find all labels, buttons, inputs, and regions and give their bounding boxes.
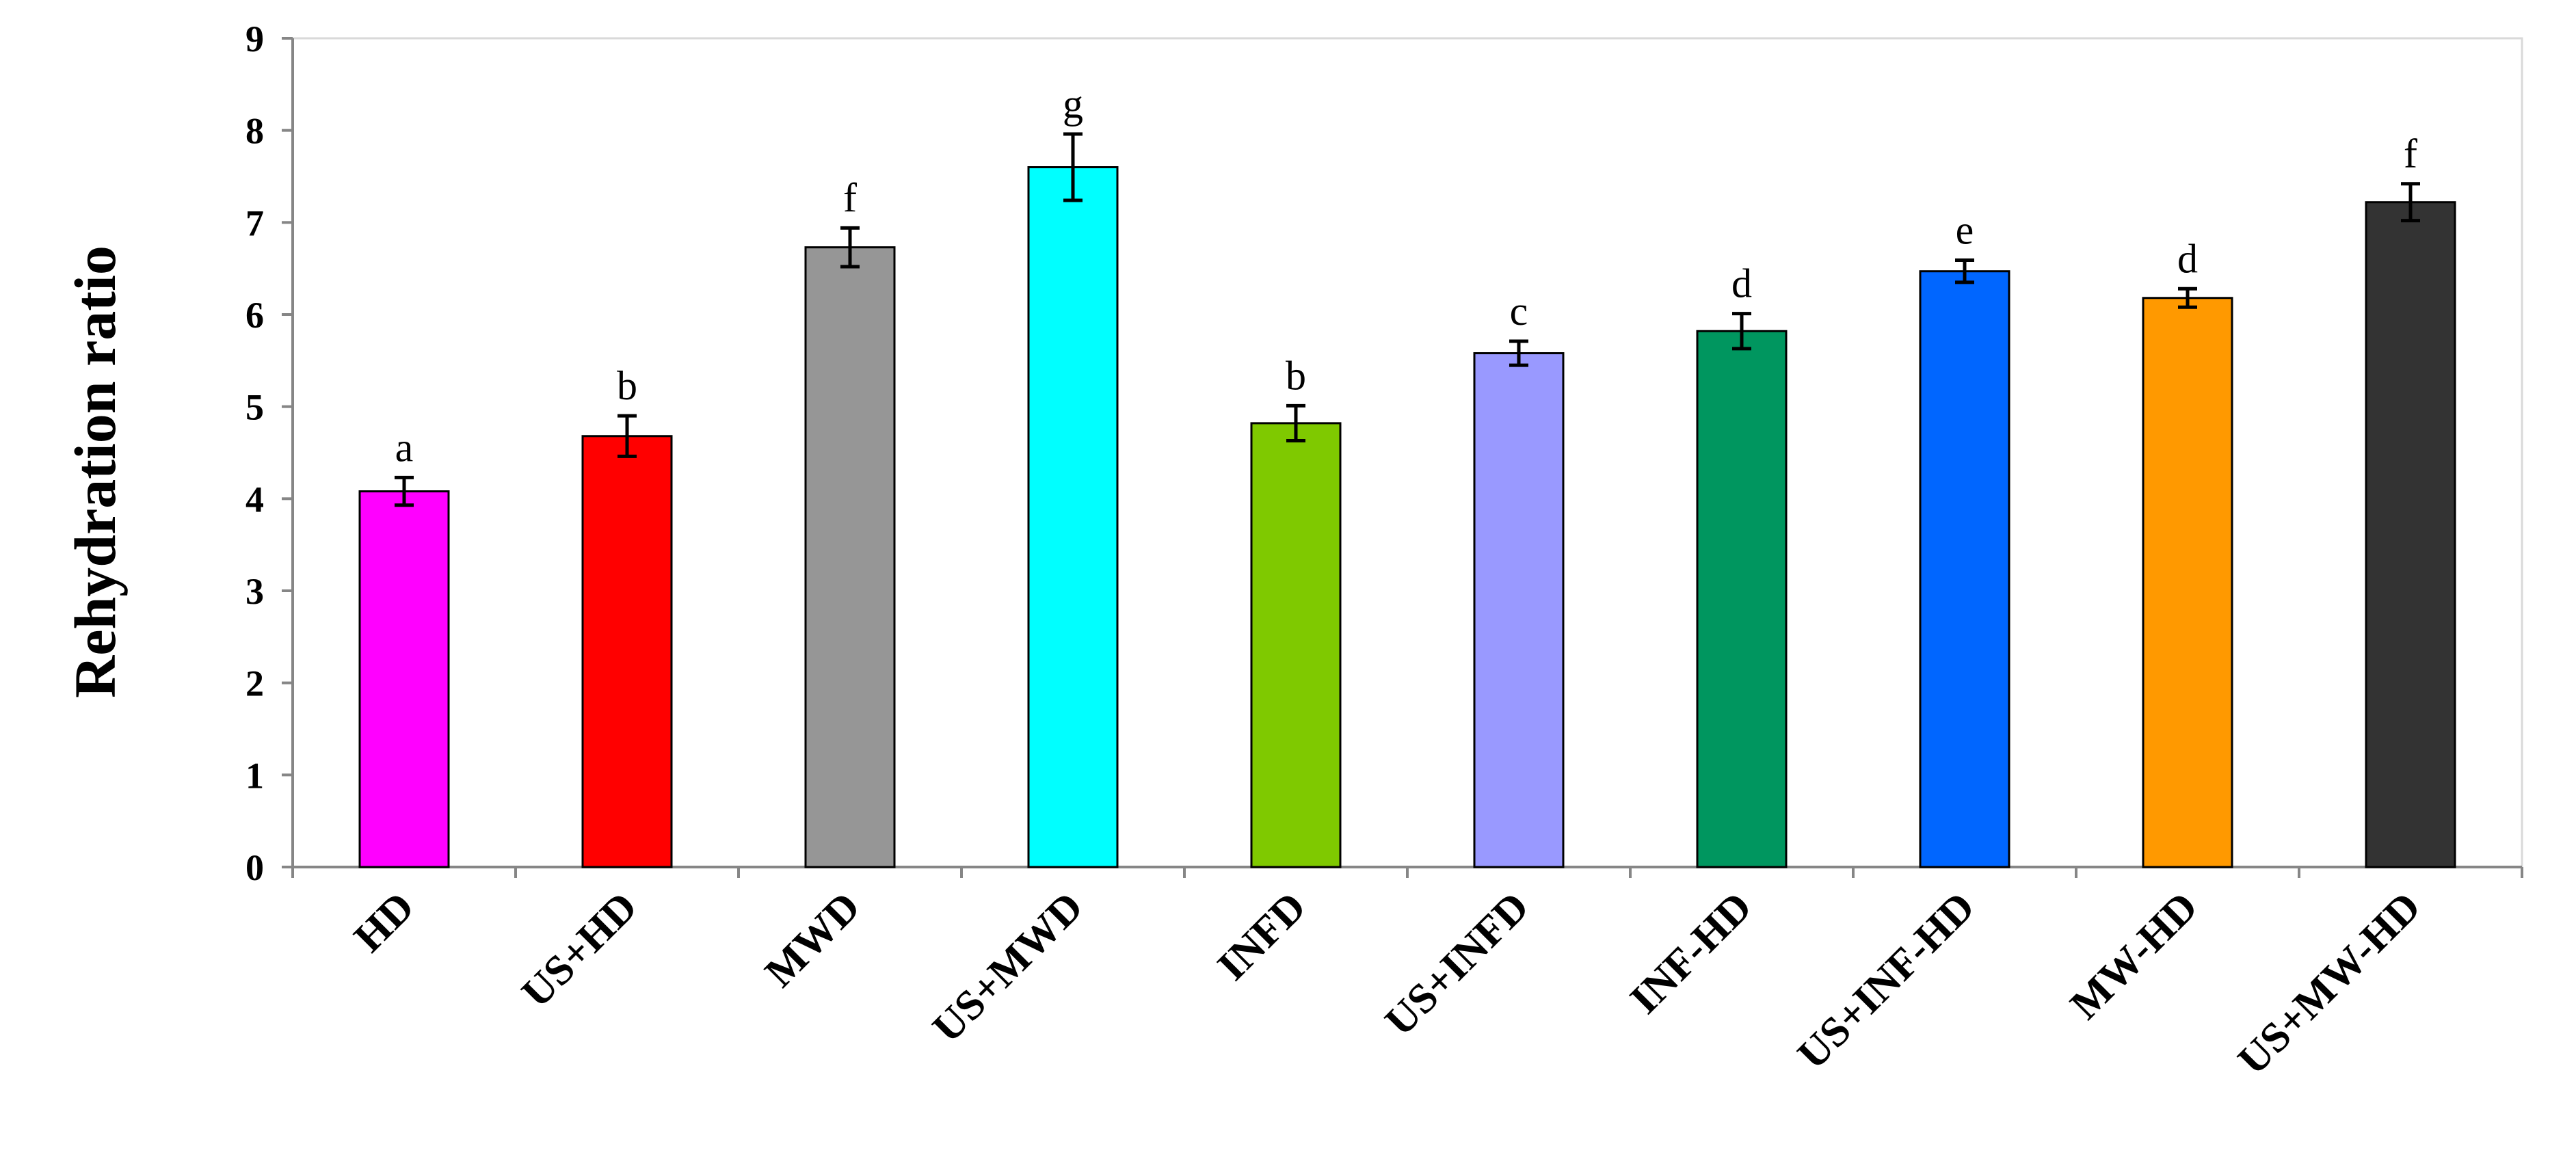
y-tick-label: 1	[245, 755, 264, 796]
x-tick-label: US+HD	[513, 883, 646, 1017]
y-tick-label: 9	[245, 18, 264, 59]
bar-infd	[1250, 422, 1342, 868]
significance-letter: f	[843, 175, 857, 220]
x-tick-label: INF-HD	[1621, 883, 1761, 1023]
y-tick-label: 4	[245, 479, 264, 520]
y-tick-label: 7	[245, 202, 264, 243]
x-tick-label: US+INFD	[1377, 883, 1538, 1045]
x-tick-label: MW-HD	[2062, 883, 2207, 1028]
significance-letter: d	[2177, 236, 2198, 281]
y-tick-label: 5	[245, 387, 264, 428]
bar-mwd	[804, 246, 896, 868]
significance-letter: a	[395, 425, 414, 470]
significance-letter: e	[1956, 208, 1974, 253]
y-tick-label: 3	[245, 571, 264, 612]
y-tick-label: 0	[245, 847, 264, 888]
y-axis-title: Rehydration ratio	[62, 245, 128, 698]
bar-us-inf-hd	[1919, 270, 2010, 868]
significance-letter: d	[1731, 261, 1752, 306]
bar-hd	[358, 490, 450, 868]
bar-us-mwd	[1027, 166, 1119, 868]
bar-us-hd	[581, 435, 673, 868]
significance-letter: f	[2404, 131, 2417, 176]
bar-us-infd	[1473, 352, 1565, 868]
x-tick-label: US+MWD	[924, 883, 1092, 1052]
x-tick-label: MWD	[756, 883, 869, 996]
bar-us-mw-hd	[2365, 201, 2456, 868]
y-tick-label: 6	[245, 295, 264, 336]
significance-letter: c	[1510, 289, 1528, 334]
significance-letter: b	[1286, 353, 1306, 398]
significance-letter: b	[617, 363, 637, 408]
y-tick-label: 2	[245, 663, 264, 704]
bar-inf-hd	[1696, 330, 1788, 868]
significance-letter: g	[1063, 81, 1083, 126]
x-tick-label: INFD	[1209, 883, 1315, 989]
x-tick-label: US+INF-HD	[1789, 883, 1984, 1078]
x-tick-label: HD	[345, 883, 423, 961]
y-tick-label: 8	[245, 111, 264, 152]
bar-mw-hd	[2142, 297, 2233, 868]
x-tick-label: US+MW-HD	[2229, 883, 2430, 1084]
